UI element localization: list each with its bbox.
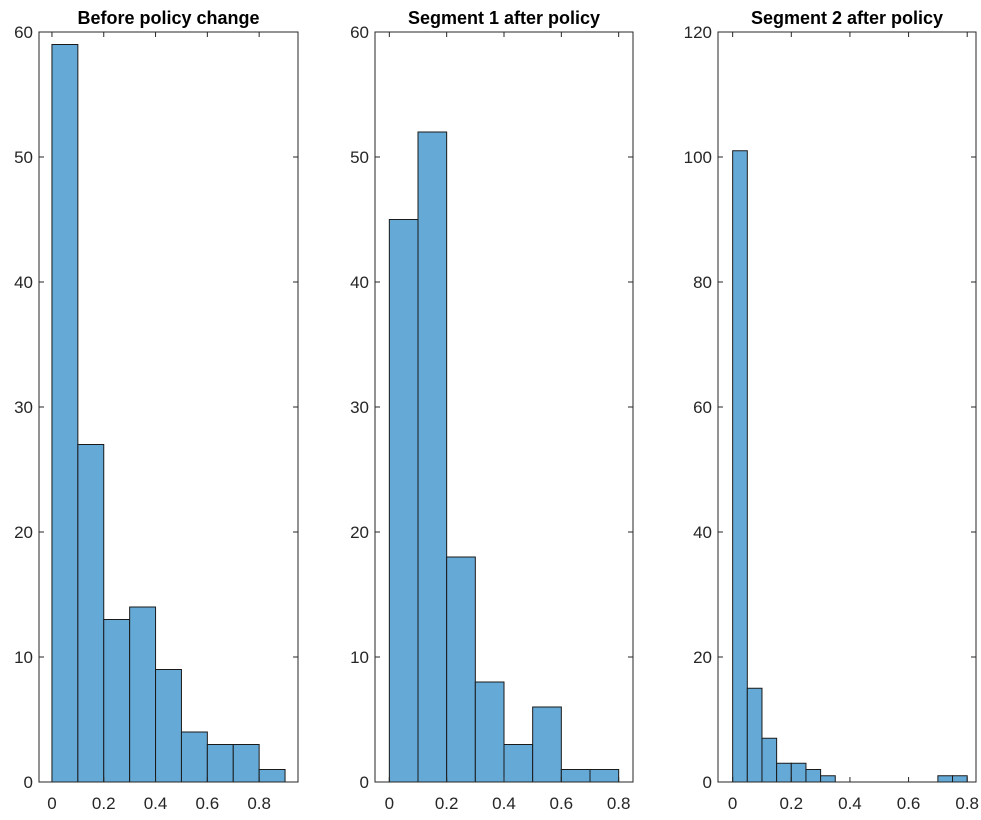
histogram-bar (532, 706, 562, 783)
x-tick-label: 0.2 (92, 794, 116, 813)
x-tick-label: 0.6 (897, 794, 921, 813)
histogram-bar (258, 769, 286, 783)
histogram-bar (732, 150, 748, 783)
histogram-bar (805, 769, 822, 783)
x-tick-label: 0.4 (144, 794, 168, 813)
histogram-bar (155, 669, 182, 783)
histogram-bar (388, 219, 419, 783)
x-tick-label: 0.2 (435, 794, 459, 813)
x-tick-label: 0.8 (247, 794, 271, 813)
y-tick-label: 0 (703, 773, 712, 792)
panel-title: Segment 2 after policy (751, 8, 943, 28)
panel-segment-2-after-policy: Segment 2 after policy 0 20 40 60 80 100 120 0 0… (684, 8, 979, 813)
y-tick-label: 10 (14, 648, 33, 667)
histogram-bar (129, 606, 157, 783)
y-tick-label: 30 (350, 398, 369, 417)
y-tick-label: 60 (14, 23, 33, 42)
histogram-bar (417, 131, 448, 783)
y-tick-label: 20 (350, 523, 369, 542)
y-tick-label: 0 (360, 773, 369, 792)
histogram-bar (589, 769, 620, 783)
x-tick-label: 0.4 (492, 794, 516, 813)
histogram-bar (761, 737, 778, 783)
y-tick-label: 40 (14, 273, 33, 292)
y-tick-label: 30 (14, 398, 33, 417)
y-tick-label: 40 (693, 523, 712, 542)
y-tick-label: 60 (693, 398, 712, 417)
x-tick-label: 0.6 (550, 794, 574, 813)
panel-title: Segment 1 after policy (408, 8, 600, 28)
histogram-bar (51, 44, 79, 783)
panel-before-policy: Before policy change 0 10 20 30 40 50 60 0 0.2 0.… (14, 8, 299, 813)
histogram-bar (206, 744, 234, 783)
y-tick-label: 120 (684, 23, 712, 42)
x-tick-label: 0.2 (779, 794, 803, 813)
panel-segment-1-after-policy: Segment 1 after policy 0 10 20 30 40 50 60 0 0.2… (350, 8, 634, 813)
y-tick-label: 10 (350, 648, 369, 667)
histogram-bar (180, 731, 208, 783)
y-tick-label: 0 (24, 773, 33, 792)
histogram-bar (232, 744, 260, 783)
histogram-bar (103, 619, 131, 783)
histogram-bar (446, 556, 476, 783)
histogram-bar (746, 687, 763, 783)
histogram-bar (503, 744, 534, 783)
panel-title: Before policy change (77, 8, 259, 28)
histogram-bar (820, 775, 836, 783)
histogram-bar (937, 775, 954, 783)
histogram-bar (77, 444, 105, 783)
y-tick-label: 50 (350, 148, 369, 167)
y-tick-label: 40 (350, 273, 369, 292)
x-tick-label: 0 (47, 794, 56, 813)
axes-box (717, 31, 977, 783)
x-tick-label: 0.6 (196, 794, 220, 813)
histogram-bar (952, 775, 968, 783)
x-tick-label: 0.4 (838, 794, 862, 813)
y-tick-label: 20 (14, 523, 33, 542)
histogram-bar (776, 762, 792, 783)
x-tick-label: 0 (728, 794, 737, 813)
x-tick-label: 0.8 (607, 794, 631, 813)
y-tick-label: 60 (350, 23, 369, 42)
x-tick-label: 0.8 (955, 794, 979, 813)
histogram-bar (474, 681, 505, 783)
y-tick-label: 80 (693, 273, 712, 292)
y-tick-label: 100 (684, 148, 712, 167)
y-tick-label: 20 (693, 648, 712, 667)
x-tick-label: 0 (385, 794, 394, 813)
y-tick-label: 50 (14, 148, 33, 167)
histogram-bar (790, 762, 807, 783)
histogram-bar (560, 769, 591, 783)
